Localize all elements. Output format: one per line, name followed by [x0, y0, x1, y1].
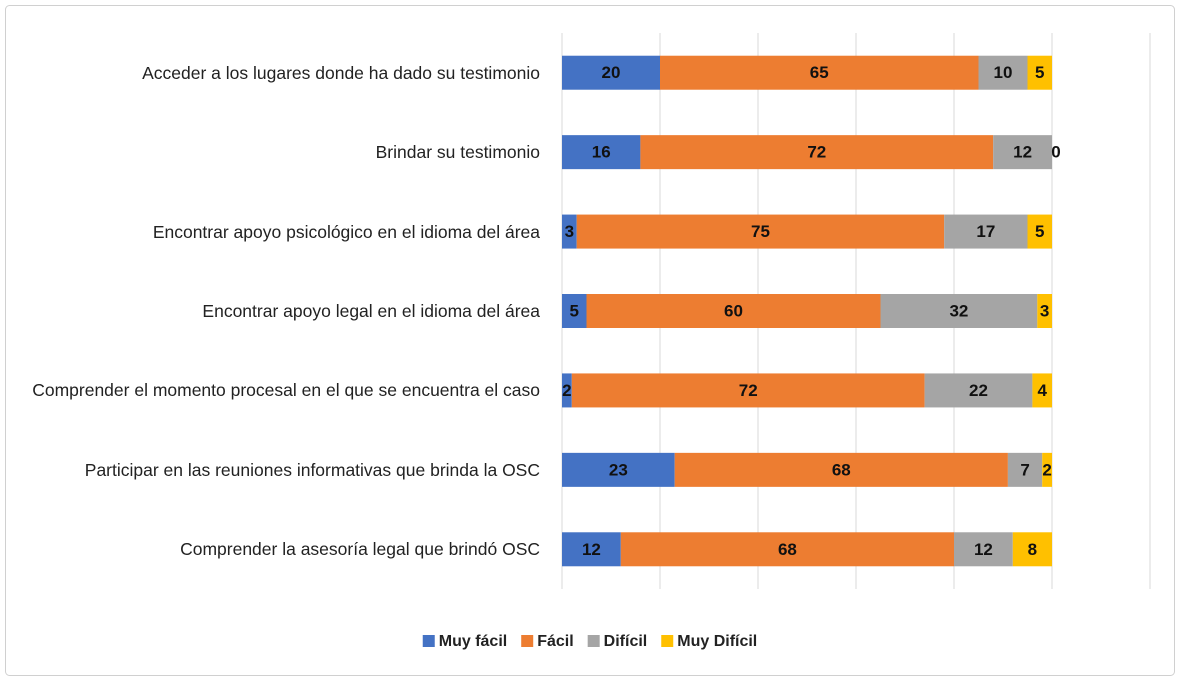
data-label: 17	[976, 222, 995, 241]
bar-segment	[978, 55, 1028, 90]
bar-segment	[954, 532, 1013, 567]
bar-segment	[1027, 214, 1052, 249]
category-label: Brindar su testimonio	[375, 142, 540, 163]
bar-segment	[944, 214, 1028, 249]
category-label: Encontrar apoyo legal en el idioma del á…	[202, 301, 540, 321]
bar-segment	[1032, 373, 1052, 408]
legend-label: Difícil	[604, 633, 648, 650]
bar-segment	[1007, 452, 1043, 487]
data-label: 60	[724, 301, 743, 320]
data-label: 72	[807, 143, 826, 162]
data-label: 2	[1042, 460, 1051, 479]
legend-swatch	[521, 635, 534, 647]
data-label: 4	[1037, 381, 1047, 400]
category-label: Comprender la asesoría legal que brindó …	[180, 539, 540, 560]
data-label: 16	[592, 143, 611, 162]
bar-segment	[924, 373, 1033, 408]
bar-segment	[562, 373, 572, 408]
legend-swatch	[422, 635, 435, 647]
data-label: 12	[1013, 143, 1032, 162]
data-label: 65	[810, 63, 829, 82]
bar-segment	[576, 214, 945, 249]
bar-segment	[660, 55, 979, 90]
legend-label: Muy fácil	[439, 633, 507, 650]
chart-border	[5, 5, 1175, 676]
bar-segment	[880, 294, 1038, 328]
category-label: Acceder a los lugares donde ha dado su t…	[142, 62, 540, 83]
category-label: Participar en las reuniones informativas…	[84, 459, 540, 480]
legend-swatch	[587, 635, 600, 647]
category-label: Encontrar apoyo psicológico en el idioma…	[152, 221, 540, 242]
bar-segment	[562, 294, 587, 328]
data-label: 8	[1028, 540, 1037, 559]
legend-label: Fácil	[537, 633, 573, 650]
data-label: 5	[1035, 63, 1044, 82]
data-label: 5	[1035, 222, 1044, 241]
data-label: 22	[969, 381, 988, 400]
bar-segment	[586, 294, 881, 328]
data-label: 68	[832, 460, 851, 479]
bar-segment	[1042, 452, 1052, 487]
data-label: 12	[974, 540, 993, 559]
data-label: 3	[1040, 301, 1049, 320]
data-label: 72	[739, 381, 758, 400]
category-label: Comprender el momento procesal en el que…	[32, 380, 540, 401]
data-label: 75	[751, 222, 770, 241]
bar-segment	[571, 373, 925, 408]
data-label: 3	[565, 222, 574, 241]
data-label: 2	[562, 381, 571, 400]
data-label: 7	[1020, 460, 1029, 479]
data-label: 5	[570, 301, 579, 320]
data-label: 23	[609, 460, 628, 479]
data-label: 10	[994, 63, 1013, 82]
bar-segment	[640, 135, 994, 170]
data-label: 68	[778, 540, 797, 559]
bar-segment	[1037, 294, 1052, 328]
bar-segment	[674, 452, 1008, 487]
bar-segment	[1012, 532, 1052, 567]
data-label: 20	[602, 63, 621, 82]
bar-segment	[562, 214, 577, 249]
data-label: 0	[1051, 143, 1060, 162]
legend-label: Muy Difícil	[677, 633, 757, 650]
bar-segment	[562, 55, 660, 90]
data-label: 32	[949, 301, 968, 320]
bar-segment	[562, 135, 641, 170]
bar-segment	[620, 532, 954, 567]
legend-swatch	[661, 635, 674, 647]
bar-segment	[562, 532, 621, 567]
legend: Muy fácil Fácil Difícil Muy Difícil	[422, 633, 757, 650]
data-label: 12	[582, 540, 601, 559]
bar-segment	[993, 135, 1052, 170]
bar-segment	[562, 452, 675, 487]
bar-segment	[1027, 55, 1052, 90]
